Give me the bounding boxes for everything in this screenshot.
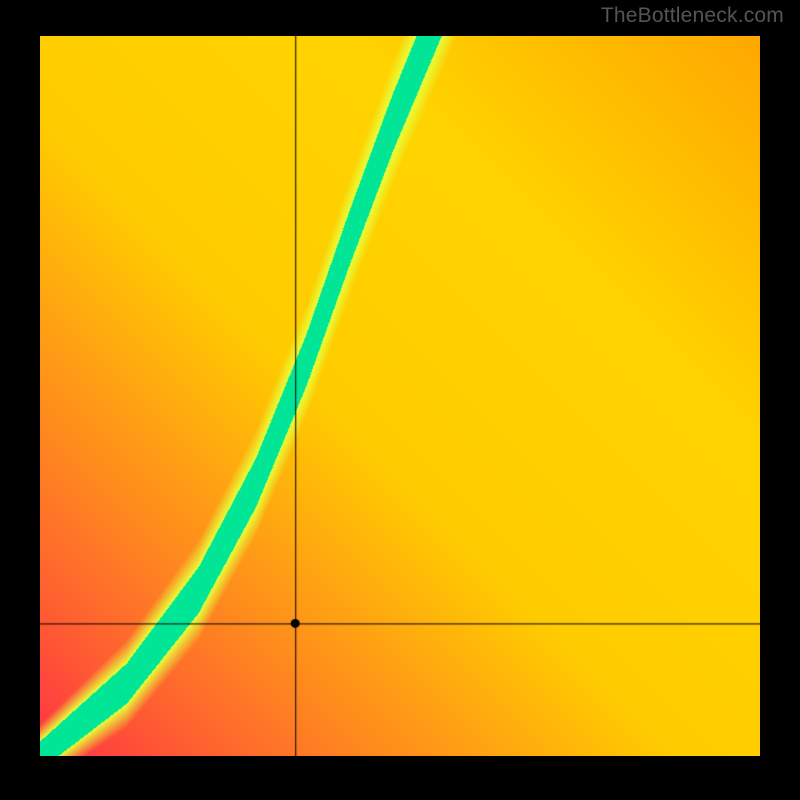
chart-container: TheBottleneck.com bbox=[0, 0, 800, 800]
watermark-text: TheBottleneck.com bbox=[601, 4, 784, 28]
heatmap-plot bbox=[40, 36, 760, 756]
